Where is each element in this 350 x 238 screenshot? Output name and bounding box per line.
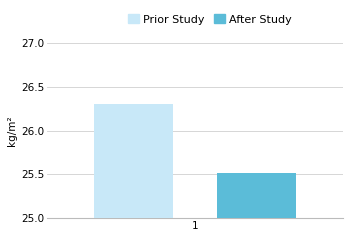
Bar: [217, 173, 296, 218]
Legend: Prior Study, After Study: Prior Study, After Study: [123, 10, 296, 29]
Y-axis label: kg/m²: kg/m²: [7, 115, 17, 146]
Bar: [94, 104, 173, 218]
